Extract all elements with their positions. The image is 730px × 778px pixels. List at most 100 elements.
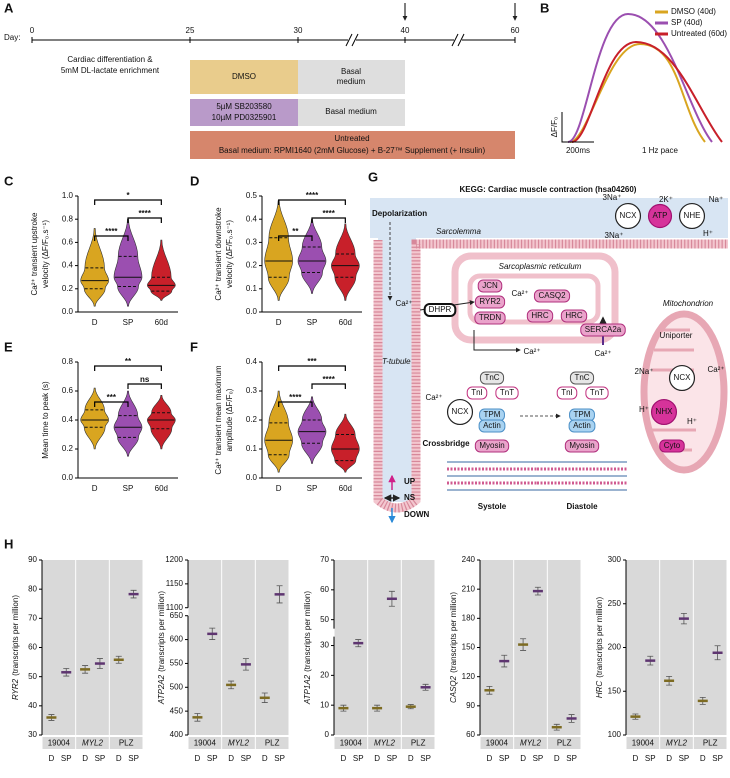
condition-label: D xyxy=(520,754,526,763)
axis-break-mark xyxy=(457,33,465,47)
axis-break-mark xyxy=(451,33,459,47)
diagram-node-label: HRC xyxy=(565,311,583,320)
significance-label: ns xyxy=(140,375,150,384)
y-tick-label: 20 xyxy=(320,670,329,679)
group-background xyxy=(76,560,109,735)
violin xyxy=(264,390,293,473)
diagram-label: DOWN xyxy=(404,510,430,519)
y-tick-label: 0.0 xyxy=(62,473,74,482)
basal-label: Basal medium xyxy=(325,107,377,116)
y-tick-label: 200 xyxy=(608,643,622,652)
diagram-label: H⁺ xyxy=(687,417,697,426)
condition-label: SP xyxy=(95,754,106,763)
group-label: PLZ xyxy=(557,739,572,748)
y-tick-label: 0.3 xyxy=(246,238,258,247)
significance-label: **** xyxy=(322,375,335,384)
group-label: PLZ xyxy=(703,739,718,748)
diagram-node-label: TPM xyxy=(484,410,501,419)
y-tick-label: 1200 xyxy=(165,555,183,564)
diagram-node xyxy=(423,303,457,317)
y-axis-label: RYR2 (transcripts per million) xyxy=(11,595,20,700)
violin xyxy=(113,218,143,307)
y-tick-label: 240 xyxy=(462,555,476,564)
group-background xyxy=(188,560,222,735)
condition-label: D xyxy=(554,754,560,763)
diagram-node xyxy=(526,309,554,323)
group-label-box xyxy=(76,737,109,749)
y-tick-label: 0.6 xyxy=(62,238,74,247)
condition-label: D xyxy=(633,754,639,763)
diagram-node-label: HRC xyxy=(531,311,549,320)
group-label: PLZ xyxy=(265,739,280,748)
group-label-box xyxy=(693,737,727,749)
diagram-node-label: TnT xyxy=(590,388,604,397)
basal-word: Basal xyxy=(325,107,345,116)
y-axis-label: ATP1A2 (transcripts per million) xyxy=(303,591,312,705)
y-tick-label: 120 xyxy=(462,672,476,681)
group-label: 19004 xyxy=(632,739,655,748)
day-label-value: 30 xyxy=(294,26,303,35)
group-label-box xyxy=(255,737,289,749)
significance-label: **** xyxy=(322,209,335,218)
significance-label: ** xyxy=(292,227,299,236)
group-background xyxy=(626,560,660,735)
diagram-node-label: Actin xyxy=(483,421,501,430)
diagram-node xyxy=(568,419,596,433)
diagram-node-label: NHE xyxy=(684,211,701,220)
gene-name: ATP1A2 xyxy=(303,674,312,705)
y-tick-label: 50 xyxy=(320,615,329,624)
significance-label: *** xyxy=(307,357,317,366)
sp-box xyxy=(190,99,298,126)
diagram-node xyxy=(446,398,474,426)
y-tick-label: 650 xyxy=(170,611,184,620)
y-tick-label: 0.0 xyxy=(246,307,258,316)
scale-bar xyxy=(561,112,594,143)
significance-label: **** xyxy=(306,191,319,200)
diagram-node xyxy=(650,398,678,426)
significance-bracket xyxy=(127,383,162,389)
condition-label: SP xyxy=(679,754,690,763)
y-tick-label: 210 xyxy=(462,584,476,593)
violin xyxy=(264,200,293,301)
diagram-node xyxy=(495,386,519,400)
y-axis-label: Ca²⁺ transient downstroke xyxy=(214,207,223,301)
condition-label: SP xyxy=(499,754,510,763)
group-background xyxy=(547,560,581,735)
axis-break-mark xyxy=(345,33,353,47)
axis-break xyxy=(454,34,462,46)
violin xyxy=(147,395,176,450)
diagram-node-label: TnC xyxy=(574,373,589,382)
diagram-label: H⁺ xyxy=(703,229,713,238)
group-label: MYL2 xyxy=(666,739,687,748)
group-background xyxy=(42,560,76,735)
unit: (transcripts per million) xyxy=(449,592,458,673)
condition-label: D xyxy=(82,754,88,763)
panel-letter: E xyxy=(4,339,13,354)
diagram-node-label: NHX xyxy=(656,407,674,416)
unit: (transcripts per million) xyxy=(11,595,20,676)
ttubule-lumen xyxy=(378,236,416,502)
y-tick-label: 40 xyxy=(28,701,37,710)
group-background xyxy=(660,560,693,735)
gene-name: CASQ2 xyxy=(449,675,458,703)
y-tick-label: 0.2 xyxy=(246,415,258,424)
group-label-box xyxy=(334,737,368,749)
y-tick-label: 1150 xyxy=(166,579,184,588)
y-axis-label: ATP2A2 (transcripts per million) xyxy=(157,591,166,705)
diagram-node xyxy=(474,439,510,453)
y-tick-label: 600 xyxy=(170,635,184,644)
significance-bracket xyxy=(94,199,162,205)
diagram-label: 2K⁺ xyxy=(659,195,673,204)
group-label: MYL2 xyxy=(374,739,395,748)
x-tick-label: 60d xyxy=(155,484,168,493)
diagram-label: H⁺ xyxy=(639,405,649,414)
y-tick-label: 0 xyxy=(325,730,330,739)
diagram-node-label: TnC xyxy=(484,373,499,382)
group-label: 19004 xyxy=(486,739,509,748)
significance-bracket xyxy=(278,401,313,407)
panel-letter: D xyxy=(190,173,199,188)
condition-label: D xyxy=(116,754,122,763)
condition-label: SP xyxy=(645,754,656,763)
diagram-node xyxy=(569,371,595,385)
diagram-label: Diastole xyxy=(566,502,598,511)
